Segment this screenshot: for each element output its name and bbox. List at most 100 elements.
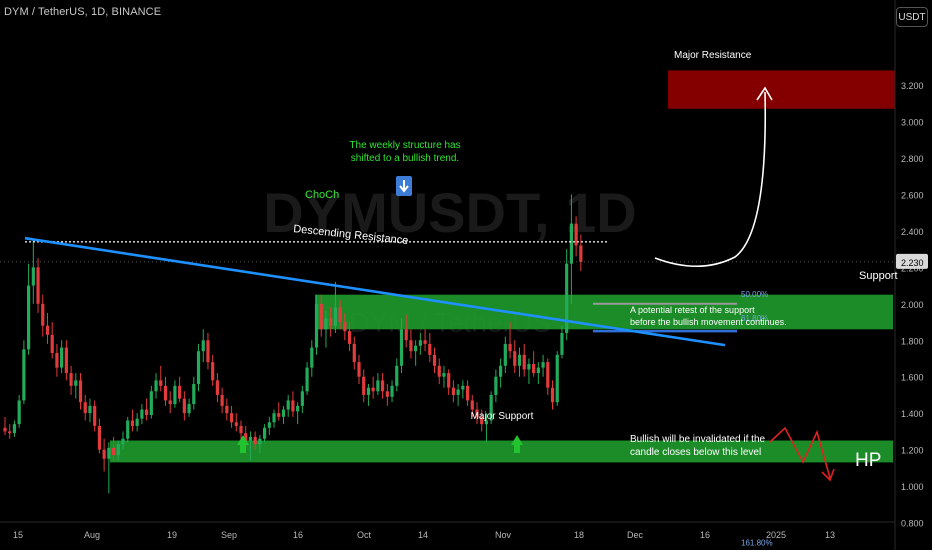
candle-body (83, 402, 87, 414)
y-tick-label: 2.600 (901, 190, 924, 200)
currency-button[interactable]: USDT (896, 7, 928, 27)
candle-body (145, 409, 149, 416)
x-tick-label: Aug (84, 530, 100, 540)
candle-body (168, 400, 172, 405)
candle-body (196, 351, 201, 385)
up-arrow-icon (237, 435, 249, 453)
candle-body (333, 307, 337, 326)
candle-body (513, 351, 517, 366)
candle-body (432, 354, 437, 366)
candle-body (258, 438, 262, 445)
candle-body (456, 389, 460, 395)
candle-body (3, 427, 7, 432)
x-tick-label: 15 (13, 530, 23, 540)
y-axis-panel (895, 0, 932, 550)
candle-body (130, 420, 135, 426)
weekly-structure-line: shifted to a bullish trend. (351, 153, 459, 164)
candle-body (126, 420, 130, 439)
candle-body (489, 394, 493, 421)
x-tick-label: Sep (221, 530, 237, 540)
candle-body (376, 380, 380, 392)
bearish-arrowhead-icon (821, 468, 835, 482)
candle-body (107, 447, 111, 459)
x-tick-label: Oct (357, 530, 372, 540)
candle-body (121, 438, 125, 445)
candle-body (296, 405, 300, 412)
candle-body (31, 267, 35, 286)
candle-body (22, 349, 26, 401)
candle-body (546, 362, 550, 388)
candle-body (300, 391, 304, 406)
y-tick-label: 1.200 (901, 446, 924, 456)
x-tick-label: Nov (495, 530, 512, 540)
candle-body (461, 385, 465, 390)
invalidation-text-line: Bullish will be invalidated if the (630, 434, 766, 445)
candle-body (229, 413, 234, 423)
y-tick-label: 2.800 (901, 154, 924, 164)
candle-body (206, 340, 210, 363)
x-tick-label: 16 (293, 530, 303, 540)
candle-body (352, 343, 356, 363)
candle-body (527, 363, 531, 370)
candle-body (239, 425, 243, 434)
current-price-value: 2.230 (901, 258, 924, 268)
candle-body (225, 405, 229, 414)
candle-body (211, 362, 215, 381)
ticker-title: DYM / TetherUS, 1D, BINANCE (4, 6, 162, 18)
up-arrow-icon (511, 435, 523, 453)
candle-body (319, 303, 323, 330)
candle-body (347, 331, 352, 344)
candle-body (187, 404, 191, 414)
y-tick-label: 1.000 (901, 482, 924, 492)
zone-major-support (110, 440, 893, 463)
candle-body (248, 436, 253, 441)
candle-body (8, 431, 12, 434)
candles-group (3, 194, 583, 494)
down-arrow-glyph (399, 180, 409, 193)
candle-body (470, 400, 474, 410)
candle-body (263, 427, 267, 439)
candle-body (41, 303, 45, 326)
candle-body (404, 329, 408, 341)
candle-body (36, 267, 40, 304)
x-tick-label: 16 (700, 530, 710, 540)
candle-body (64, 347, 68, 374)
candle-body (244, 433, 248, 441)
current-price-tag (896, 253, 928, 269)
candle-body (565, 263, 569, 333)
candle-body (277, 413, 281, 417)
candle-body (111, 447, 116, 456)
y-tick-label: 0.800 (901, 519, 924, 529)
candle-body (560, 332, 564, 355)
candle-body (305, 367, 309, 392)
candle-body (149, 391, 153, 416)
candle-body (418, 340, 422, 346)
retest-text-line: before the bullish movement continues. (630, 317, 787, 327)
fib-label: 161.80% (741, 538, 773, 547)
candle-body (494, 376, 498, 395)
y-tick-label: 3.000 (901, 118, 924, 128)
candle-body (442, 373, 446, 377)
candle-body (69, 373, 73, 386)
candle-body (371, 387, 375, 392)
candle-body (102, 449, 106, 459)
candle-body (423, 340, 427, 344)
candle-body (12, 424, 17, 434)
candle-body (541, 362, 545, 368)
candle-body (447, 373, 451, 388)
candle-body (357, 362, 361, 377)
support-label: Support (859, 270, 898, 282)
candle-body (93, 405, 97, 426)
candle-body (536, 367, 540, 374)
candle-body (267, 422, 271, 428)
candle-body (555, 354, 559, 403)
candle-body (50, 334, 54, 354)
candle-body (385, 391, 389, 397)
candle-body (574, 223, 578, 246)
fib-label: 61.80% (741, 314, 768, 323)
candle-body (234, 422, 238, 426)
x-tick-label: 2025 (766, 530, 786, 540)
candle-body (178, 385, 182, 399)
x-tick-label: 14 (418, 530, 428, 540)
